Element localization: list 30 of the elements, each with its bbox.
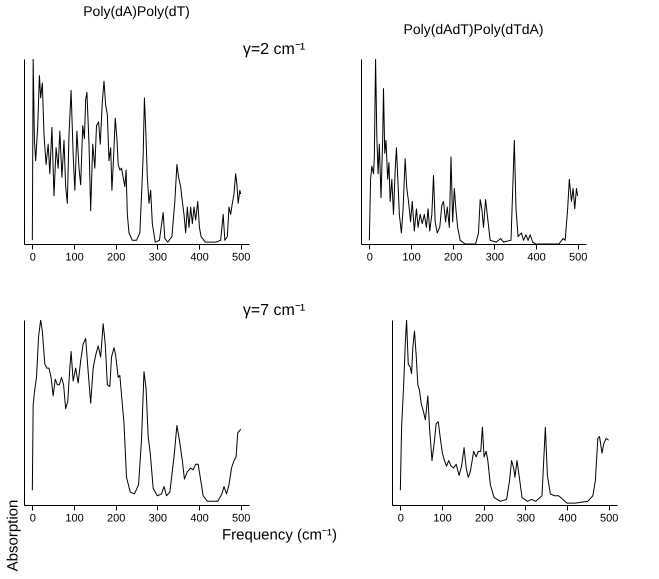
- x-axis-title: Frequency (cm⁻¹): [222, 526, 338, 544]
- x-tick-label: 500: [568, 252, 588, 264]
- x-tick-label: 300: [148, 512, 168, 524]
- chart-title: Poly(dA)Poly(dT): [83, 3, 190, 19]
- x-tick-label: 400: [558, 512, 577, 524]
- text: γ=2 cm⁻¹: [242, 41, 306, 58]
- x-tick-label: 0: [30, 512, 36, 524]
- x-tick-label: 500: [232, 252, 250, 264]
- x-tick-label: 200: [106, 252, 126, 264]
- x-tick-label: 300: [516, 512, 536, 524]
- x-tick-label: 200: [106, 512, 126, 524]
- x-tick-label: 100: [65, 252, 84, 264]
- x-tick-label: 300: [486, 252, 504, 264]
- x-tick-label: 100: [402, 252, 421, 264]
- x-tick-label: 0: [398, 512, 404, 524]
- x-tick-label: 0: [366, 252, 373, 264]
- x-tick-label: 200: [474, 512, 494, 524]
- x-tick-label: 300: [148, 252, 168, 264]
- x-tick-label: 400: [190, 252, 209, 264]
- x-tick-label: 500: [232, 512, 250, 524]
- text: γ=7 cm⁻¹: [242, 302, 306, 319]
- x-tick-label: 400: [527, 252, 546, 264]
- chart-title: Poly(dAdT)Poly(dTdA): [403, 21, 544, 37]
- x-tick-label: 0: [30, 252, 36, 264]
- x-tick-label: 500: [600, 512, 618, 524]
- x-tick-label: 400: [190, 512, 209, 524]
- x-tick-label: 100: [433, 512, 452, 524]
- x-tick-label: 100: [65, 512, 84, 524]
- y-axis-title: Absorption: [4, 500, 22, 572]
- x-tick-label: 200: [444, 252, 462, 264]
